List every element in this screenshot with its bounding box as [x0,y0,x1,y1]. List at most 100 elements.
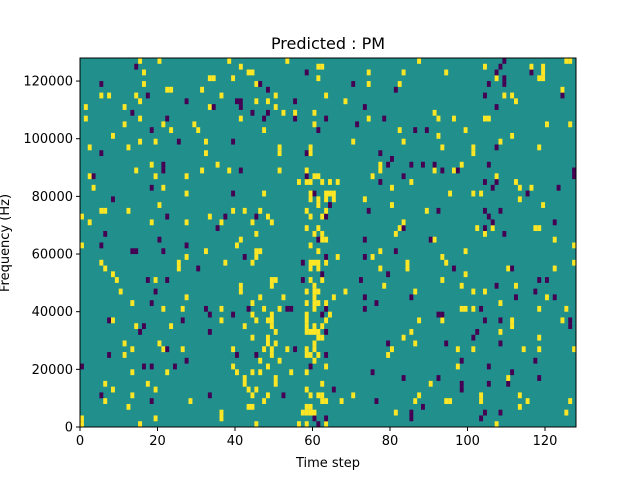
heatmap-cell [502,58,507,64]
heatmap-cell [308,409,313,416]
heatmap-cell [316,248,321,255]
heatmap-cell [304,300,309,306]
heatmap-cell [161,305,166,312]
heatmap-cell [99,259,104,266]
heatmap-cell [560,86,565,93]
heatmap-cell [545,121,549,128]
heatmap-cell [269,277,274,283]
heatmap-cell [304,288,309,295]
heatmap-cell [165,277,170,283]
heatmap-cell [393,86,398,93]
heatmap-cell [324,259,329,266]
heatmap-cell [428,236,433,243]
heatmap-cell [324,363,329,370]
heatmap-cell [413,340,418,347]
heatmap-cell [262,190,267,197]
heatmap-cell [328,179,332,185]
heatmap-cell [316,352,321,358]
heatmap-cell [320,311,325,318]
x-tick-label: 120 [533,434,558,449]
heatmap-cell [254,81,259,87]
x-axis: 0 20 40 60 80 100 120 [76,427,558,449]
heatmap-cell [235,98,239,105]
heatmap-cell [277,357,282,364]
heatmap-cell [192,121,197,128]
heatmap-cell [455,167,460,174]
heatmap-cell [207,75,212,82]
heatmap-cell [328,202,332,208]
heatmap-cell [266,109,270,116]
heatmap-cell [471,334,476,341]
heatmap-cell [266,213,270,220]
heatmap-cell [308,190,313,197]
heatmap-cell [285,346,290,353]
heatmap-cell [331,196,336,203]
heatmap-cell [393,248,398,255]
heatmap-cell [339,398,344,404]
heatmap-cell [316,127,321,134]
heatmap-cell [455,363,460,370]
heatmap-cell [111,386,115,393]
x-tick-label: 100 [455,434,480,449]
heatmap-cell [308,352,313,358]
heatmap-cell [529,69,534,76]
heatmap-cell [250,369,255,376]
heatmap-cell [564,58,569,64]
heatmap-cell [134,323,139,330]
heatmap-cell [211,104,216,110]
heatmap-cell [262,305,267,312]
heatmap-cell [254,98,259,105]
heatmap-cell [161,346,166,353]
heatmap-cell [269,352,274,358]
heatmap-cell [122,340,127,347]
heatmap-cell [130,109,135,116]
heatmap-cell [304,403,309,410]
heatmap-cell [320,277,325,283]
heatmap-cell [316,173,321,180]
heatmap-cell [99,150,104,157]
heatmap-cell [452,167,456,174]
heatmap-cell [254,254,259,260]
heatmap-cell [483,317,487,324]
heatmap-cell [409,409,414,416]
heatmap-cell [382,282,387,289]
heatmap-cell [572,259,577,266]
heatmap-cell [316,259,321,266]
heatmap-cell [308,277,313,283]
heatmap-cell [293,346,298,353]
heatmap-cell [483,92,487,99]
heatmap-cell [486,81,491,87]
heatmap-cell [362,305,367,312]
heatmap-cell [277,150,282,157]
heatmap-cell [525,398,530,404]
heatmap-cell [378,248,383,255]
heatmap-cell [207,392,212,399]
heatmap-cell [351,138,356,145]
heatmap-cell [417,392,422,399]
heatmap-cell [258,369,263,376]
heatmap-cell [304,421,309,428]
heatmap-cell [401,334,406,341]
heatmap-cell [250,392,255,399]
heatmap-cell [471,144,476,151]
heatmap-cell [537,346,542,353]
heatmap-cell [103,265,108,272]
heatmap-cell [343,98,348,105]
heatmap-cell [281,294,286,301]
heatmap-cell [436,375,441,381]
heatmap-cell [452,115,456,122]
heatmap-cell [324,196,329,203]
heatmap-cell [498,317,503,324]
plot-frame [79,57,577,428]
heatmap-cell [231,75,236,82]
heatmap-cell [304,179,309,185]
heatmap-cell [560,317,565,324]
heatmap-cell [440,144,445,151]
heatmap-cell [324,190,329,197]
heatmap-cell [324,92,329,99]
heatmap-cell [335,179,340,185]
heatmap-cell [142,69,146,76]
heatmap-cell [320,323,325,330]
heatmap-cell [246,386,251,393]
